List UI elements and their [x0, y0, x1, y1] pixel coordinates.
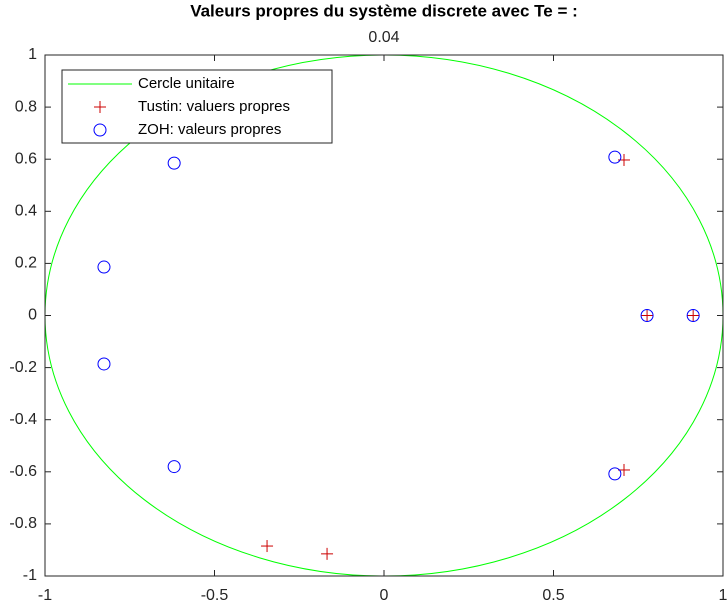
chart-title: Valeurs propres du système discrete avec…	[190, 1, 578, 20]
plus-marker	[641, 309, 654, 322]
plus-marker	[687, 309, 700, 322]
circle-marker	[97, 260, 111, 274]
x-tick-label: 0.5	[542, 587, 564, 604]
plus-marker	[261, 540, 274, 553]
axes-box	[44, 54, 724, 577]
x-tick-label: -1	[38, 587, 52, 604]
legend-label: Cercle unitaire	[138, 75, 235, 92]
y-tick-label: -0.6	[9, 463, 37, 480]
legend-label: ZOH: valeurs propres	[138, 121, 281, 138]
y-tick-label: -1	[23, 567, 37, 584]
circle-marker	[167, 156, 181, 170]
legend-box	[61, 69, 333, 144]
x-tick-label: 0	[380, 587, 389, 604]
legend-marker	[93, 123, 107, 137]
y-tick-label: 0.6	[15, 150, 37, 167]
y-tick-label: 1	[28, 46, 37, 63]
x-tick-label: -0.5	[201, 587, 229, 604]
y-tick-label: 0.8	[15, 98, 37, 115]
circle-marker	[640, 309, 654, 322]
y-tick-label: 0.4	[15, 203, 37, 220]
legend-label: Tustin: valuers propres	[138, 98, 290, 115]
chart-subtitle: 0.04	[368, 29, 399, 46]
y-tick-label: 0	[28, 307, 37, 324]
circle-marker	[97, 357, 111, 371]
circle-marker	[608, 467, 622, 481]
circle-marker	[608, 150, 622, 164]
circle-marker	[167, 460, 181, 474]
y-tick-label: -0.8	[9, 515, 37, 532]
circle-marker	[686, 309, 700, 322]
y-tick-label: -0.4	[9, 411, 37, 428]
y-tick-label: -0.2	[9, 359, 37, 376]
x-tick-label: 1	[719, 587, 727, 604]
legend-marker	[94, 101, 106, 113]
y-tick-label: 0.2	[15, 255, 37, 272]
plus-marker	[321, 547, 334, 560]
